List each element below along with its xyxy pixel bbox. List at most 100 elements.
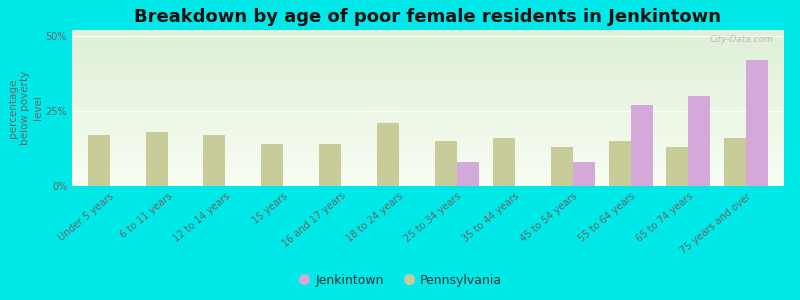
Bar	[72, 62, 784, 63]
Bar	[72, 50, 784, 51]
Bar	[72, 74, 784, 75]
Bar	[72, 139, 784, 140]
Bar	[72, 163, 784, 164]
Bar	[72, 151, 784, 152]
Bar	[746, 60, 768, 186]
Bar	[72, 96, 784, 97]
Bar	[72, 85, 784, 86]
Bar	[72, 54, 784, 55]
Bar	[72, 178, 784, 179]
Bar	[72, 159, 784, 160]
Bar	[72, 98, 784, 99]
Bar	[72, 59, 784, 60]
Bar	[72, 87, 784, 88]
Bar	[72, 37, 784, 38]
Bar	[72, 53, 784, 54]
Bar	[72, 128, 784, 129]
Bar	[72, 108, 784, 109]
Text: City-Data.com: City-Data.com	[710, 35, 774, 44]
Bar	[72, 177, 784, 178]
Bar	[72, 138, 784, 139]
Bar	[72, 75, 784, 76]
Bar	[72, 31, 784, 32]
Bar	[72, 114, 784, 115]
Bar	[72, 51, 784, 52]
Bar	[72, 127, 784, 128]
Bar	[319, 144, 341, 186]
Bar	[72, 150, 784, 151]
Bar	[72, 99, 784, 100]
Bar	[72, 82, 784, 83]
Bar	[72, 40, 784, 41]
Bar	[72, 110, 784, 111]
Bar	[72, 48, 784, 49]
Bar	[72, 100, 784, 101]
Bar	[72, 94, 784, 95]
Bar	[72, 160, 784, 161]
Bar	[72, 135, 784, 136]
Bar	[72, 47, 784, 48]
Bar	[72, 95, 784, 96]
Bar	[724, 138, 746, 186]
Bar	[72, 70, 784, 71]
Bar	[72, 55, 784, 56]
Bar	[72, 56, 784, 57]
Bar	[72, 132, 784, 133]
Bar	[72, 78, 784, 79]
Bar	[72, 136, 784, 137]
Bar	[609, 141, 630, 186]
Bar	[72, 148, 784, 149]
Bar	[72, 118, 784, 119]
Bar	[72, 71, 784, 72]
Bar	[72, 76, 784, 77]
Bar	[72, 113, 784, 114]
Bar	[72, 168, 784, 169]
Bar	[377, 123, 399, 186]
Bar	[493, 138, 515, 186]
Bar	[72, 117, 784, 118]
Bar	[72, 83, 784, 84]
Y-axis label: percentage
below poverty
level: percentage below poverty level	[8, 71, 42, 145]
Bar	[72, 141, 784, 142]
Legend: Jenkintown, Pennsylvania: Jenkintown, Pennsylvania	[294, 270, 506, 291]
Bar	[72, 49, 784, 50]
Bar	[72, 116, 784, 117]
Bar	[72, 161, 784, 162]
Bar	[72, 107, 784, 108]
Bar	[72, 101, 784, 102]
Bar	[72, 81, 784, 82]
Bar	[72, 122, 784, 123]
Bar	[72, 131, 784, 132]
Bar	[72, 66, 784, 67]
Bar	[72, 176, 784, 177]
Bar	[72, 102, 784, 103]
Bar	[72, 111, 784, 112]
Bar	[72, 61, 784, 62]
Bar	[72, 34, 784, 35]
Bar	[72, 184, 784, 185]
Bar	[72, 144, 784, 145]
Bar	[72, 112, 784, 113]
Bar	[72, 68, 784, 69]
Bar	[72, 30, 784, 31]
Bar	[72, 88, 784, 89]
Bar	[72, 171, 784, 172]
Bar	[72, 183, 784, 184]
Bar	[72, 97, 784, 98]
Bar	[72, 155, 784, 156]
Bar	[72, 33, 784, 34]
Bar	[72, 174, 784, 175]
Bar	[88, 135, 110, 186]
Bar	[72, 89, 784, 90]
Bar	[72, 106, 784, 107]
Bar	[72, 60, 784, 61]
Bar	[72, 181, 784, 182]
Bar	[72, 63, 784, 64]
Bar	[72, 69, 784, 70]
Bar	[72, 167, 784, 168]
Bar	[72, 158, 784, 159]
Bar	[72, 147, 784, 148]
Bar	[72, 84, 784, 85]
Bar	[72, 105, 784, 106]
Bar	[72, 165, 784, 166]
